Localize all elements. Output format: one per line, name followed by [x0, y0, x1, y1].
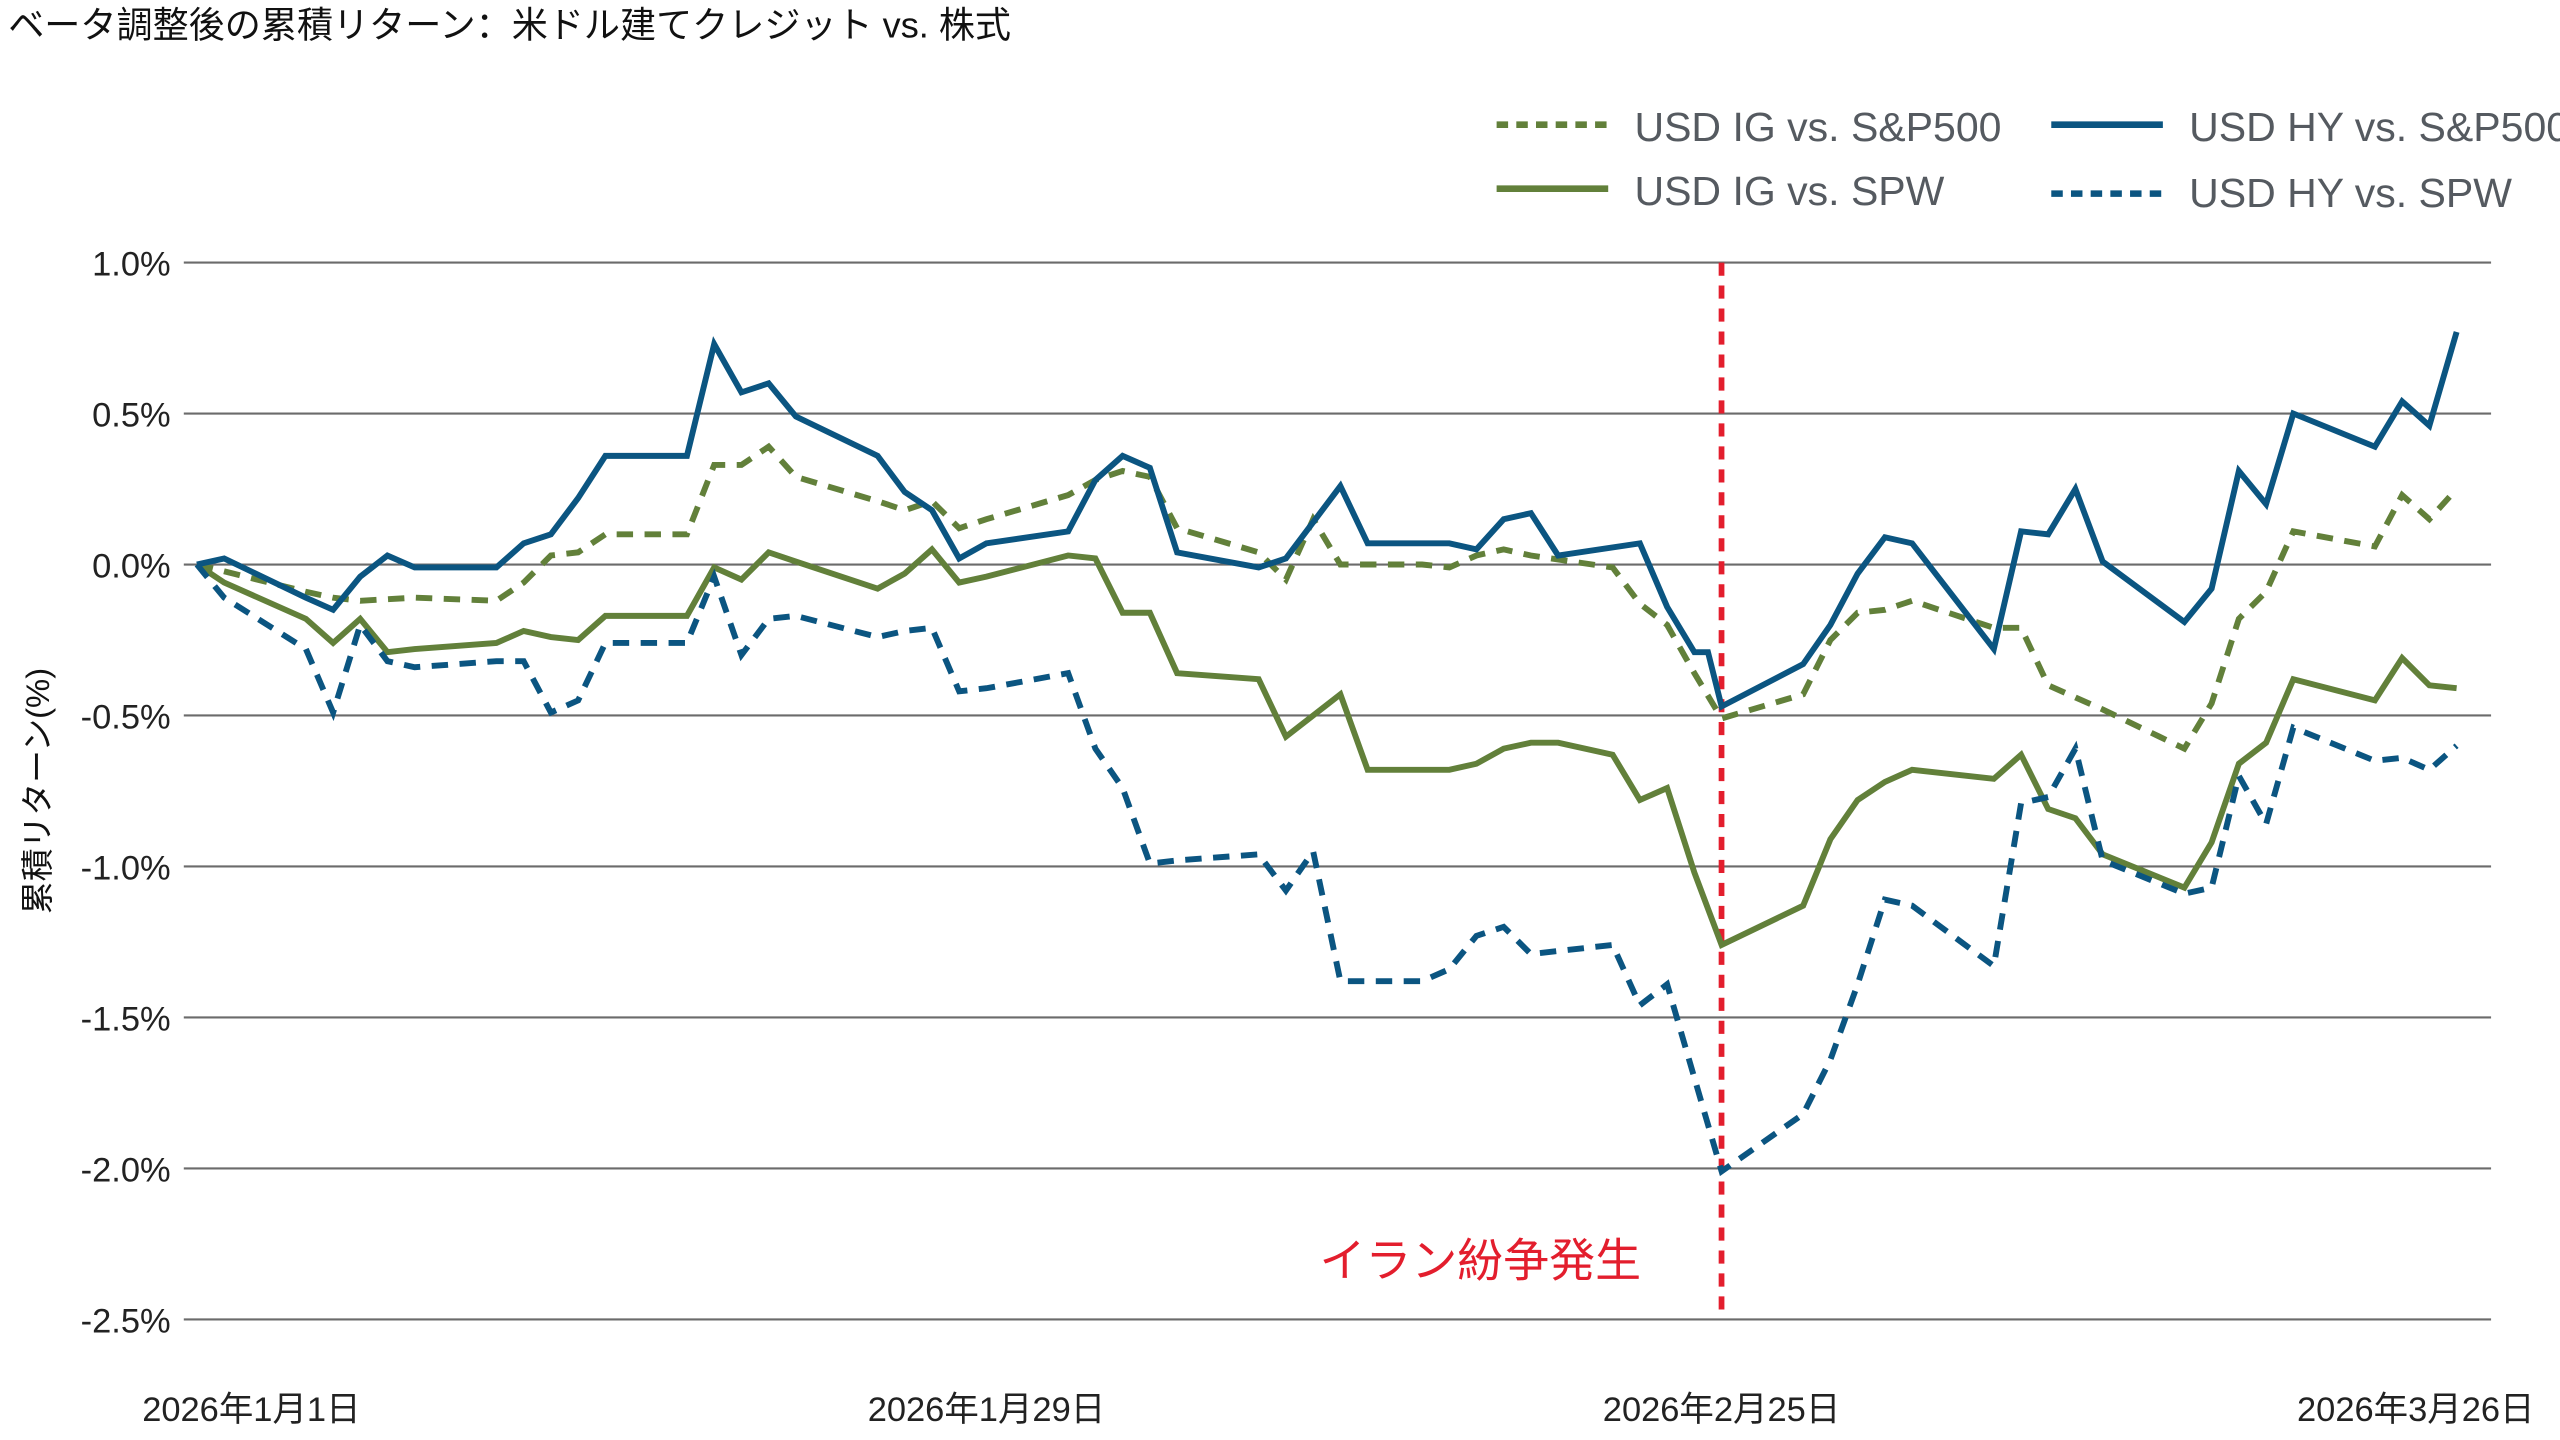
series-lines: [194, 331, 2460, 1177]
y-tick-label: 1.0%: [92, 246, 171, 284]
y-tick-label: -2.5%: [81, 1303, 171, 1341]
legend-label-ig-spw: USD IG vs. SPW: [1634, 168, 1944, 214]
series-line-usd-ig-vs-s-p500: [196, 442, 2459, 753]
y-tick-labels: 1.0% 0.5% 0.0% -0.5% -1.0% -1.5% -2.0% -2.5%: [81, 246, 171, 1341]
x-tick-label: 2026年3月26日: [2297, 1391, 2535, 1429]
legend: USD IG vs. S&P500 USD IG vs. SPW USD HY …: [1496, 104, 2560, 216]
legend-label-ig-sp500: USD IG vs. S&P500: [1634, 104, 2001, 150]
y-tick-label: 0.5%: [92, 397, 171, 435]
y-tick-label: -0.5%: [81, 699, 171, 737]
legend-label-hy-spw: USD HY vs. SPW: [2189, 170, 2512, 216]
x-tick-label: 2026年1月1日: [142, 1391, 360, 1429]
legend-label-hy-sp500: USD HY vs. S&P500: [2189, 104, 2560, 150]
series-line-usd-ig-vs-spw: [195, 545, 2457, 949]
series-line-usd-hy-vs-spw: [194, 562, 2459, 1177]
x-tick-label: 2026年1月29日: [868, 1391, 1106, 1429]
y-axis-label: 累積リターン(%): [19, 668, 56, 914]
y-tick-label: -1.5%: [81, 1001, 171, 1039]
x-tick-labels: 2026年1月1日 2026年1月29日 2026年2月25日 2026年3月26日: [142, 1391, 2534, 1429]
chart-title: ベータ調整後の累積リターン：米ドル建てクレジット vs. 株式: [8, 5, 1011, 46]
event-marker: イラン紛争発生: [1319, 262, 1725, 1320]
y-tick-label: 0.0%: [92, 548, 171, 586]
y-tick-label: -1.0%: [81, 850, 171, 888]
series-line-usd-hy-vs-s-p500: [196, 331, 2460, 711]
event-label: イラン紛争発生: [1319, 1235, 1641, 1287]
y-tick-label: -2.0%: [81, 1152, 171, 1190]
x-tick-label: 2026年2月25日: [1603, 1391, 1841, 1429]
gridlines: [183, 261, 2492, 1321]
